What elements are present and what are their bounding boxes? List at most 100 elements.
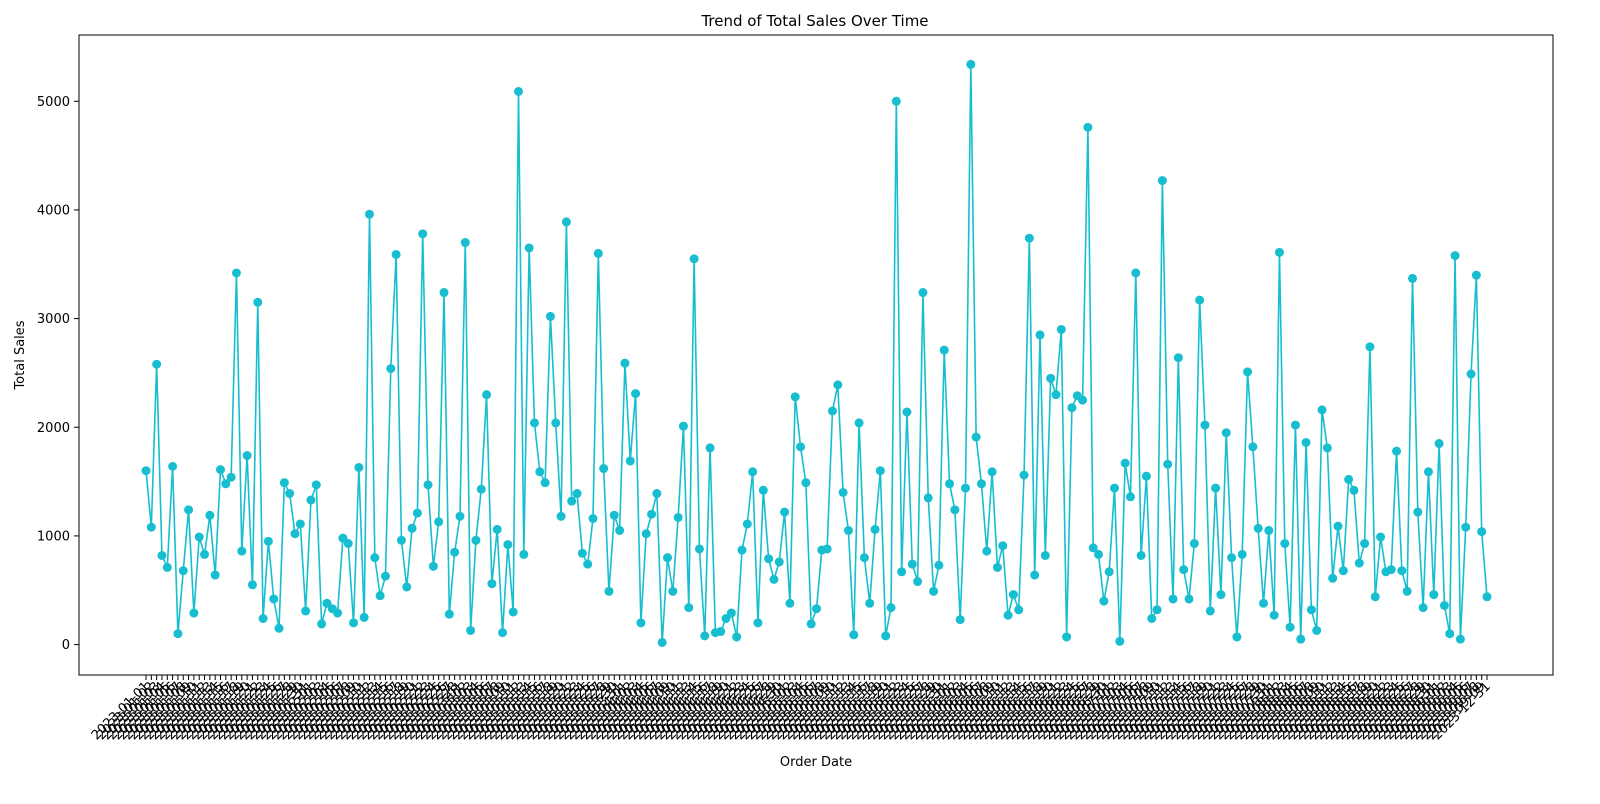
data-point xyxy=(1184,594,1194,604)
data-point xyxy=(1237,549,1247,559)
data-point xyxy=(620,358,630,368)
data-point xyxy=(774,557,784,567)
data-point xyxy=(194,532,204,542)
data-point xyxy=(386,364,396,374)
data-point xyxy=(822,544,832,554)
data-point xyxy=(524,243,534,253)
y-axis: 0 1000 2000 3000 4000 5000 xyxy=(37,95,79,653)
data-point xyxy=(1094,549,1104,559)
data-point xyxy=(210,570,220,580)
data-point xyxy=(663,553,672,563)
data-point xyxy=(1322,443,1332,453)
data-point xyxy=(955,615,965,625)
data-point xyxy=(1301,437,1311,447)
data-point xyxy=(1317,405,1327,415)
data-point xyxy=(290,529,300,539)
data-point xyxy=(678,421,688,431)
y-tick-label: 3000 xyxy=(37,312,70,327)
data-point xyxy=(1477,527,1487,537)
data-point xyxy=(173,629,183,639)
data-point xyxy=(423,480,433,490)
data-point xyxy=(1445,629,1455,639)
data-point xyxy=(1062,632,1072,642)
data-point xyxy=(1131,268,1141,278)
data-point xyxy=(572,489,582,499)
data-point xyxy=(583,559,593,569)
data-point xyxy=(913,577,923,587)
data-point xyxy=(1157,176,1167,186)
data-point xyxy=(1264,525,1274,535)
data-point xyxy=(1173,353,1183,363)
data-point xyxy=(689,254,699,264)
data-point xyxy=(253,297,263,307)
data-point xyxy=(285,489,295,499)
data-point xyxy=(1285,622,1295,632)
data-point xyxy=(1349,485,1359,495)
data-point xyxy=(466,625,476,635)
data-point xyxy=(780,507,790,517)
data-point xyxy=(354,462,364,472)
data-point xyxy=(503,540,513,550)
data-point xyxy=(705,443,715,453)
data-point xyxy=(1189,539,1199,549)
data-point xyxy=(1046,373,1056,383)
data-point xyxy=(221,479,231,489)
data-point xyxy=(1035,330,1045,340)
data-point xyxy=(535,467,545,477)
data-point xyxy=(231,268,241,278)
data-point xyxy=(391,249,401,259)
data-point xyxy=(514,87,523,96)
y-tick-label: 4000 xyxy=(37,203,70,218)
data-point xyxy=(1471,270,1481,280)
data-point xyxy=(412,508,422,518)
data-point xyxy=(827,406,837,416)
data-point xyxy=(152,359,162,369)
data-point xyxy=(806,619,816,629)
data-point xyxy=(434,517,444,527)
data-point xyxy=(396,535,406,545)
data-point xyxy=(407,523,417,533)
data-point xyxy=(444,609,454,619)
data-point xyxy=(168,461,178,471)
data-point xyxy=(886,603,896,613)
data-point xyxy=(1056,324,1066,334)
data-point xyxy=(950,505,960,515)
data-point xyxy=(1306,605,1316,615)
data-point xyxy=(625,456,635,466)
data-point xyxy=(247,580,257,590)
data-point xyxy=(604,586,614,596)
data-point xyxy=(923,493,933,503)
data-point xyxy=(492,524,502,534)
data-point xyxy=(1312,625,1322,635)
data-point xyxy=(460,238,470,248)
y-tick-label: 2000 xyxy=(37,421,70,436)
data-point xyxy=(146,522,156,532)
data-point xyxy=(1019,470,1029,480)
data-point xyxy=(545,311,555,321)
data-point xyxy=(418,229,428,239)
data-point xyxy=(1253,523,1263,533)
data-point xyxy=(1397,566,1407,576)
data-point xyxy=(359,612,369,622)
data-point xyxy=(881,631,891,641)
data-point xyxy=(551,418,561,428)
data-point xyxy=(1376,532,1386,542)
data-point xyxy=(812,604,821,614)
data-point xyxy=(615,525,625,535)
data-point xyxy=(716,627,726,637)
data-point xyxy=(971,432,981,442)
data-point xyxy=(343,539,353,549)
data-point xyxy=(428,561,438,571)
y-axis-title: Total Sales xyxy=(13,320,28,390)
y-tick-label: 0 xyxy=(62,638,70,653)
data-point xyxy=(178,566,188,576)
data-point xyxy=(1439,600,1449,610)
x-axis-title: Order Date xyxy=(780,755,852,770)
data-point xyxy=(141,466,151,476)
data-point xyxy=(402,582,412,592)
data-point xyxy=(263,536,273,546)
data-point xyxy=(1168,594,1178,604)
data-point xyxy=(748,467,758,477)
